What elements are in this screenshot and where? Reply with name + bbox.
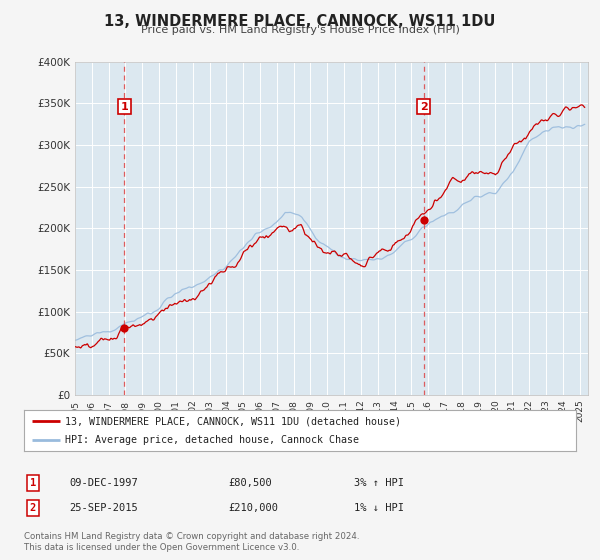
Text: 3% ↑ HPI: 3% ↑ HPI: [354, 478, 404, 488]
Text: 1% ↓ HPI: 1% ↓ HPI: [354, 503, 404, 513]
Text: This data is licensed under the Open Government Licence v3.0.: This data is licensed under the Open Gov…: [24, 543, 299, 552]
Text: 09-DEC-1997: 09-DEC-1997: [69, 478, 138, 488]
Text: HPI: Average price, detached house, Cannock Chase: HPI: Average price, detached house, Cann…: [65, 435, 359, 445]
Text: 13, WINDERMERE PLACE, CANNOCK, WS11 1DU (detached house): 13, WINDERMERE PLACE, CANNOCK, WS11 1DU …: [65, 417, 401, 426]
Text: 2: 2: [30, 503, 36, 513]
Text: 1: 1: [30, 478, 36, 488]
Text: £80,500: £80,500: [228, 478, 272, 488]
Text: 25-SEP-2015: 25-SEP-2015: [69, 503, 138, 513]
Text: Contains HM Land Registry data © Crown copyright and database right 2024.: Contains HM Land Registry data © Crown c…: [24, 532, 359, 541]
Text: £210,000: £210,000: [228, 503, 278, 513]
Text: 1: 1: [121, 101, 128, 111]
Text: 2: 2: [420, 101, 428, 111]
Text: 13, WINDERMERE PLACE, CANNOCK, WS11 1DU: 13, WINDERMERE PLACE, CANNOCK, WS11 1DU: [104, 14, 496, 29]
Text: Price paid vs. HM Land Registry's House Price Index (HPI): Price paid vs. HM Land Registry's House …: [140, 25, 460, 35]
